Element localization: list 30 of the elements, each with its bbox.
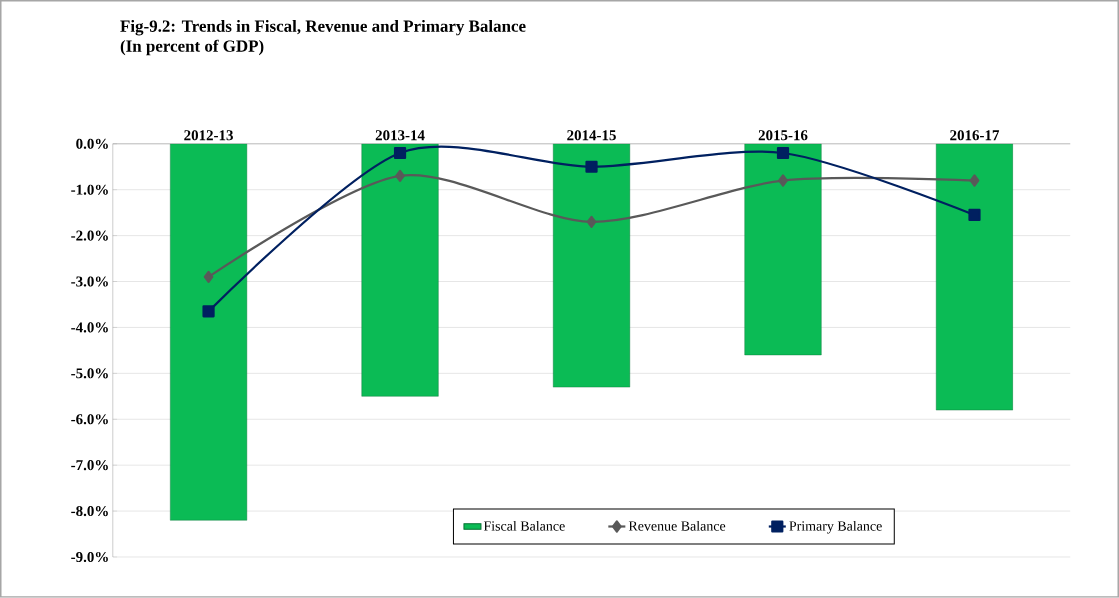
legend-label: Primary Balance <box>789 521 882 534</box>
point <box>968 208 981 222</box>
y-tick-label: -2.0% <box>71 230 108 241</box>
chart-subtitle: (In percent of GDP) <box>120 39 264 56</box>
x-tick-label: 2015-16 <box>758 130 808 141</box>
point <box>395 169 405 183</box>
point <box>203 270 214 284</box>
x-tick-label: 2013-14 <box>375 130 425 141</box>
point <box>585 160 598 173</box>
point <box>778 174 788 187</box>
y-tick-label: -1.0% <box>71 184 108 195</box>
point <box>969 174 980 187</box>
point <box>776 147 790 160</box>
x-tick-label: 2012-13 <box>184 130 233 141</box>
y-tick-label: -5.0% <box>71 368 108 379</box>
point <box>202 305 215 318</box>
y-tick-label: -6.0% <box>71 414 108 425</box>
point <box>393 147 407 160</box>
y-tick-label: -4.0% <box>71 322 108 333</box>
y-tick-label: -9.0% <box>71 552 108 563</box>
y-tick-label: -3.0% <box>71 276 108 287</box>
x-tick-label: 2016-17 <box>950 130 1000 141</box>
point <box>586 215 597 229</box>
legend-label: Revenue Balance <box>628 521 726 531</box>
y-tick-label: -7.0% <box>71 460 108 471</box>
x-tick-label: 2014-15 <box>567 130 616 141</box>
chart-title: Fig-9.2: Trends in Fiscal, Revenue and Primary Balance <box>120 20 526 36</box>
y-tick-label: -8.0% <box>71 506 108 517</box>
legend-label: Fiscal Balance <box>483 521 565 531</box>
y-tick-label: 0.0% <box>76 138 108 150</box>
